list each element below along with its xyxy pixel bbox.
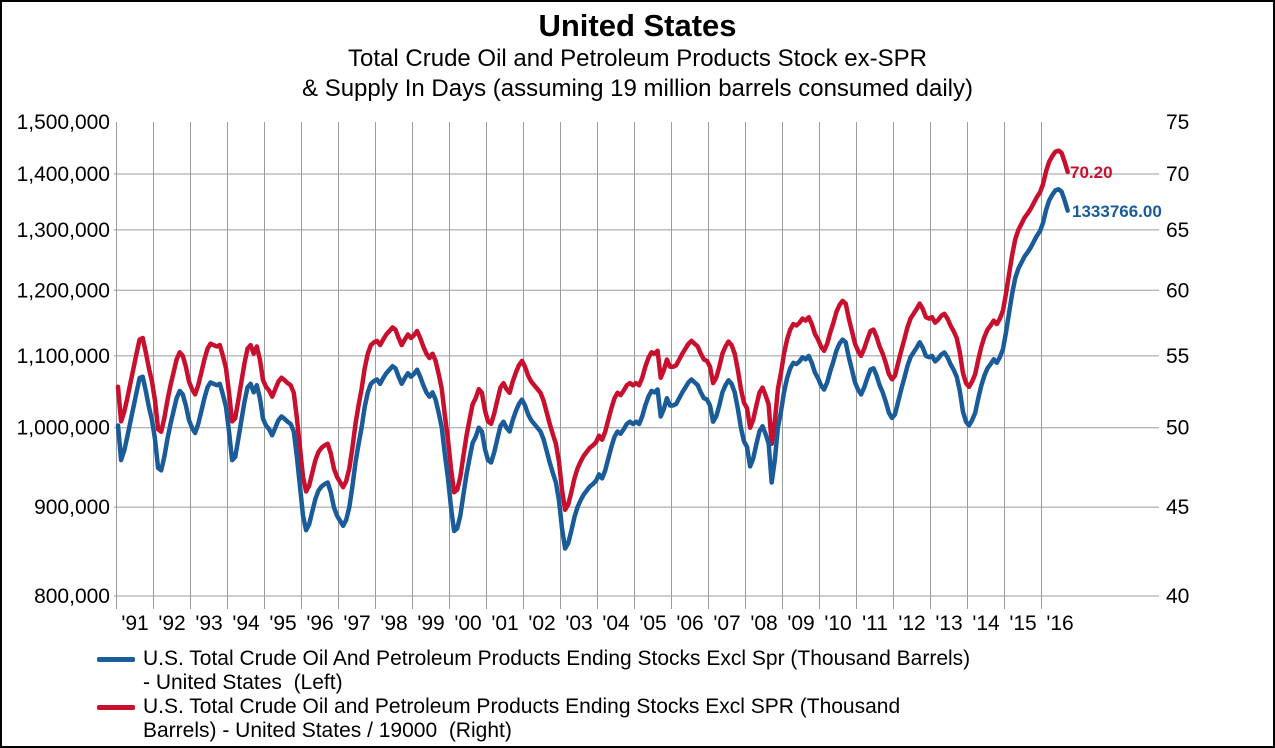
y-axis-left-label: 1,500,000 bbox=[17, 111, 110, 134]
x-axis-year-label: '97 bbox=[343, 612, 370, 635]
x-axis-year-label: '91 bbox=[121, 612, 148, 635]
y-axis-left-label: 800,000 bbox=[34, 585, 110, 608]
x-axis-year-label: '16 bbox=[1046, 612, 1073, 635]
legend-entry-stocks-left-label: U.S. Total Crude Oil And Petroleum Produ… bbox=[143, 647, 970, 695]
y-axis-right-label: 40 bbox=[1166, 585, 1189, 608]
x-axis-year-label: '05 bbox=[639, 612, 666, 635]
y-axis-right-label: 55 bbox=[1166, 345, 1189, 368]
y-axis-right-label: 70 bbox=[1166, 163, 1189, 186]
title-block: United States Total Crude Oil and Petrol… bbox=[2, 8, 1273, 104]
series-end-label-left: 1333766.00 bbox=[1072, 202, 1162, 221]
x-axis-year-label: '09 bbox=[787, 612, 814, 635]
stocks-line-blue bbox=[115, 187, 1070, 551]
y-axis-left-label: 1,200,000 bbox=[17, 279, 110, 302]
x-axis-year-label: '96 bbox=[306, 612, 333, 635]
x-axis-year-label: '93 bbox=[195, 612, 222, 635]
x-axis-year-label: '13 bbox=[935, 612, 962, 635]
x-axis-year-label: '95 bbox=[269, 612, 296, 635]
x-axis-year-label: '92 bbox=[158, 612, 185, 635]
x-axis-year-label: '94 bbox=[232, 612, 260, 635]
legend-text-line: Barrels) - United States / 19000 (Right) bbox=[143, 719, 512, 742]
legend-entry-supply-days-right-label: U.S. Total Crude Oil and Petroleum Produ… bbox=[143, 695, 900, 743]
x-axis-year-label: '11 bbox=[862, 612, 888, 635]
y-axis-right-label: 65 bbox=[1166, 219, 1189, 242]
chart-subtitle-line2: & Supply In Days (assuming 19 million ba… bbox=[302, 75, 973, 102]
legend: U.S. Total Crude Oil And Petroleum Produ… bbox=[97, 647, 970, 743]
x-axis-year-label: '99 bbox=[417, 612, 444, 635]
chart-title: United States bbox=[538, 8, 737, 43]
legend-entry-stocks-left: U.S. Total Crude Oil And Petroleum Produ… bbox=[97, 647, 970, 695]
y-axis-left-label: 1,000,000 bbox=[17, 417, 110, 440]
y-axis-left-label: 1,400,000 bbox=[17, 163, 110, 186]
y-axis-left-label: 900,000 bbox=[34, 496, 110, 519]
x-axis-year-label: '01 bbox=[491, 612, 518, 635]
x-axis-year-label: '14 bbox=[972, 612, 1000, 635]
y-axis-right-label: 75 bbox=[1166, 111, 1189, 134]
series-end-label-right: 70.20 bbox=[1070, 163, 1113, 182]
y-axis-right-label: 45 bbox=[1166, 496, 1189, 519]
x-axis-year-label: '10 bbox=[824, 612, 851, 635]
blue-line-swatch-icon bbox=[97, 657, 135, 662]
x-axis-year-label: '15 bbox=[1009, 612, 1036, 635]
legend-text-line: U.S. Total Crude Oil and Petroleum Produ… bbox=[143, 695, 901, 718]
supply-days-line-red bbox=[115, 148, 1070, 513]
x-axis-year-label: '00 bbox=[454, 612, 481, 635]
x-axis-year-label: '98 bbox=[380, 612, 407, 635]
x-axis-year-label: '07 bbox=[713, 612, 740, 635]
x-axis-year-label: '08 bbox=[750, 612, 777, 635]
y-axis-left-label: 1,300,000 bbox=[17, 219, 110, 242]
x-axis-year-label: '04 bbox=[602, 612, 630, 635]
chart-subtitle-line1: Total Crude Oil and Petroleum Products S… bbox=[348, 45, 927, 72]
legend-text-line: - United States (Left) bbox=[143, 671, 343, 694]
x-axis-year-label: '06 bbox=[676, 612, 703, 635]
y-axis-right-label: 60 bbox=[1166, 279, 1189, 302]
y-axis-right-label: 50 bbox=[1166, 417, 1189, 440]
legend-text-line: U.S. Total Crude Oil And Petroleum Produ… bbox=[143, 647, 971, 670]
red-line-swatch-icon bbox=[97, 705, 135, 710]
x-axis-year-label: '03 bbox=[565, 612, 592, 635]
x-axis-year-label: '12 bbox=[898, 612, 925, 635]
x-axis-year-label: '02 bbox=[528, 612, 555, 635]
legend-entry-supply-days-right: U.S. Total Crude Oil and Petroleum Produ… bbox=[97, 695, 970, 743]
y-axis-left-label: 1,100,000 bbox=[17, 345, 110, 368]
